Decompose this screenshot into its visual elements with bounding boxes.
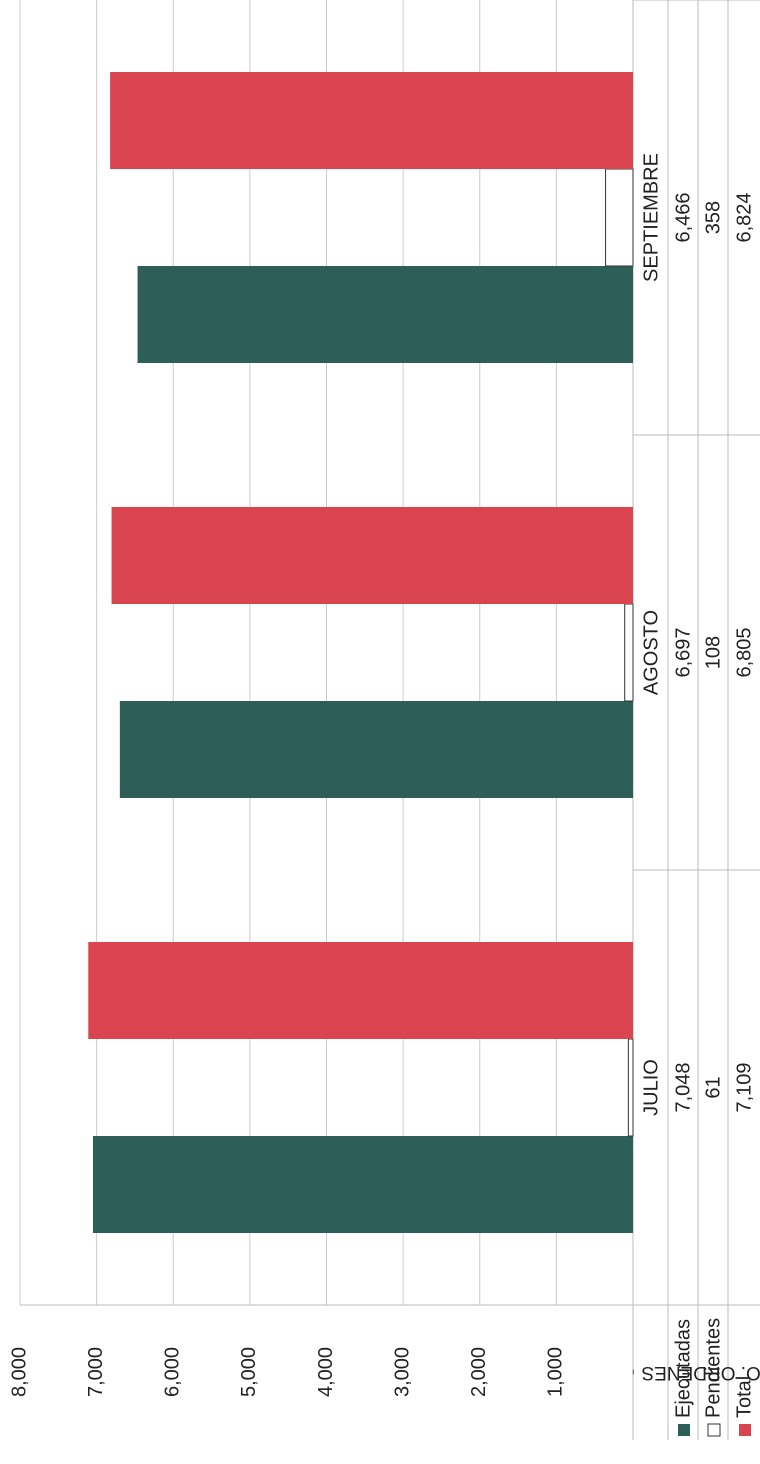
y-tick-label: 4,000 (315, 1347, 337, 1397)
legend-swatch (739, 1424, 751, 1436)
y-axis-title: NO. ORDENES (641, 1362, 760, 1383)
legend-swatch (707, 1423, 721, 1437)
bar (605, 168, 634, 267)
bar (119, 701, 634, 798)
table-value: 108 (702, 636, 724, 669)
bar (111, 507, 633, 604)
y-tick-label: 1,000 (545, 1347, 567, 1397)
table-value: 7,048 (672, 1062, 694, 1112)
y-tick-label: - (621, 1369, 643, 1376)
category-label: JULIO (640, 1059, 662, 1116)
bar (110, 72, 633, 169)
table-value: 358 (702, 201, 724, 234)
legend-swatch (678, 1424, 690, 1436)
legend-label: Pendientes (702, 1318, 724, 1418)
bar (137, 266, 633, 363)
y-tick-label: 7,000 (85, 1347, 107, 1397)
table-value: 7,109 (733, 1062, 755, 1112)
y-tick-label: 8,000 (8, 1347, 30, 1397)
y-tick-label: 5,000 (238, 1347, 260, 1397)
category-label: SEPTIEMBRE (640, 153, 662, 282)
table-value: 6,466 (672, 192, 694, 242)
y-tick-label: 6,000 (162, 1347, 184, 1397)
bar (92, 1136, 633, 1233)
legend-label: Total (733, 1376, 755, 1418)
table-value: 6,697 (672, 627, 694, 677)
category-label: AGOSTO (640, 610, 662, 695)
y-tick-label: 3,000 (391, 1347, 413, 1397)
bar (624, 603, 634, 702)
bar (627, 1038, 634, 1137)
rotated-chart: - 1,000 2,000 3,000 4,000 5,000 6,000 7,000 8,00… (8, 0, 760, 1440)
table-value: 61 (702, 1076, 724, 1098)
table-value: 6,805 (733, 627, 755, 677)
y-tick-label: 2,000 (468, 1347, 490, 1397)
table-value: 6,824 (733, 192, 755, 242)
bar (88, 942, 633, 1039)
legend-label: Ejecutadas (672, 1319, 694, 1418)
